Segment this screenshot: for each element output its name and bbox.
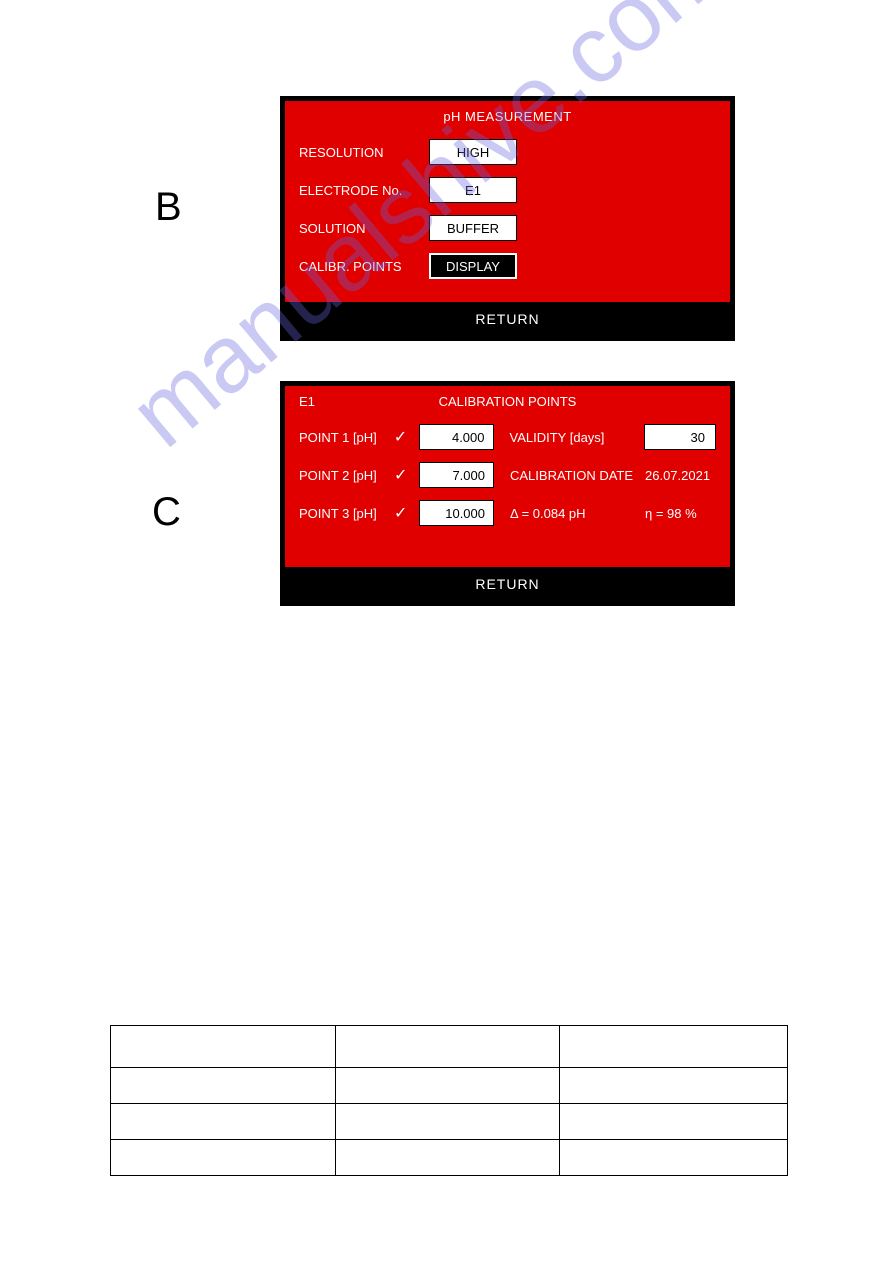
screen-b-return-button[interactable]: RETURN: [285, 302, 730, 336]
point3-value[interactable]: 10.000: [419, 500, 494, 526]
point1-label: POINT 1 [pH]: [299, 430, 394, 445]
validity-value[interactable]: 30: [644, 424, 716, 450]
point3-check-icon: ✓: [394, 503, 419, 523]
solution-value[interactable]: BUFFER: [429, 215, 517, 241]
table-header-3: [560, 1026, 788, 1068]
point1-value[interactable]: 4.000: [419, 424, 494, 450]
point2-value[interactable]: 7.000: [419, 462, 494, 488]
table-header-2: [335, 1026, 560, 1068]
point2-row: POINT 2 [pH] ✓ 7.000 CALIBRATION DATE 26…: [299, 461, 716, 489]
table-row: [111, 1104, 788, 1140]
solution-label: SOLUTION: [299, 221, 429, 236]
calib-date-value: 26.07.2021: [645, 468, 710, 483]
point1-check-icon: ✓: [394, 427, 419, 447]
table-row: [111, 1140, 788, 1176]
table-row: [111, 1068, 788, 1104]
resolution-value[interactable]: HIGH: [429, 139, 517, 165]
calibr-display-button[interactable]: DISPLAY: [429, 253, 517, 279]
electrode-label: ELECTRODE No.: [299, 183, 429, 198]
point2-label: POINT 2 [pH]: [299, 468, 394, 483]
screen-c-return-button[interactable]: RETURN: [285, 567, 730, 601]
calibr-row: CALIBR. POINTS DISPLAY: [299, 252, 716, 280]
point3-row: POINT 3 [pH] ✓ 10.000 Δ = 0.084 pH η = 9…: [299, 499, 716, 527]
table-header-row: [111, 1026, 788, 1068]
calibration-points-screen: E1 CALIBRATION POINTS POINT 1 [pH] ✓ 4.0…: [280, 381, 735, 606]
point3-label: POINT 3 [pH]: [299, 506, 394, 521]
screen-c-header: E1 CALIBRATION POINTS: [299, 394, 716, 409]
panel-b-label: B: [155, 185, 182, 230]
ph-measurement-screen: pH MEASUREMENT RESOLUTION HIGH ELECTRODE…: [280, 96, 735, 341]
calibr-label: CALIBR. POINTS: [299, 259, 429, 274]
screen-b-body: pH MEASUREMENT RESOLUTION HIGH ELECTRODE…: [285, 101, 730, 302]
electrode-id: E1: [299, 394, 349, 409]
data-table: [110, 1025, 788, 1176]
screen-b-title: pH MEASUREMENT: [299, 109, 716, 124]
delta-value: Δ = 0.084 pH: [510, 506, 620, 521]
screen-c-title: CALIBRATION POINTS: [349, 394, 716, 409]
point1-row: POINT 1 [pH] ✓ 4.000 VALIDITY [days] 30: [299, 423, 716, 451]
resolution-label: RESOLUTION: [299, 145, 429, 160]
electrode-row: ELECTRODE No. E1: [299, 176, 716, 204]
solution-row: SOLUTION BUFFER: [299, 214, 716, 242]
validity-label: VALIDITY [days]: [510, 430, 645, 445]
resolution-row: RESOLUTION HIGH: [299, 138, 716, 166]
eta-value: η = 98 %: [645, 506, 697, 521]
electrode-value[interactable]: E1: [429, 177, 517, 203]
panel-c-label: C: [152, 490, 181, 535]
calib-date-label: CALIBRATION DATE: [510, 468, 645, 483]
screen-c-body: E1 CALIBRATION POINTS POINT 1 [pH] ✓ 4.0…: [285, 386, 730, 567]
point2-check-icon: ✓: [394, 465, 419, 485]
table-header-1: [111, 1026, 336, 1068]
